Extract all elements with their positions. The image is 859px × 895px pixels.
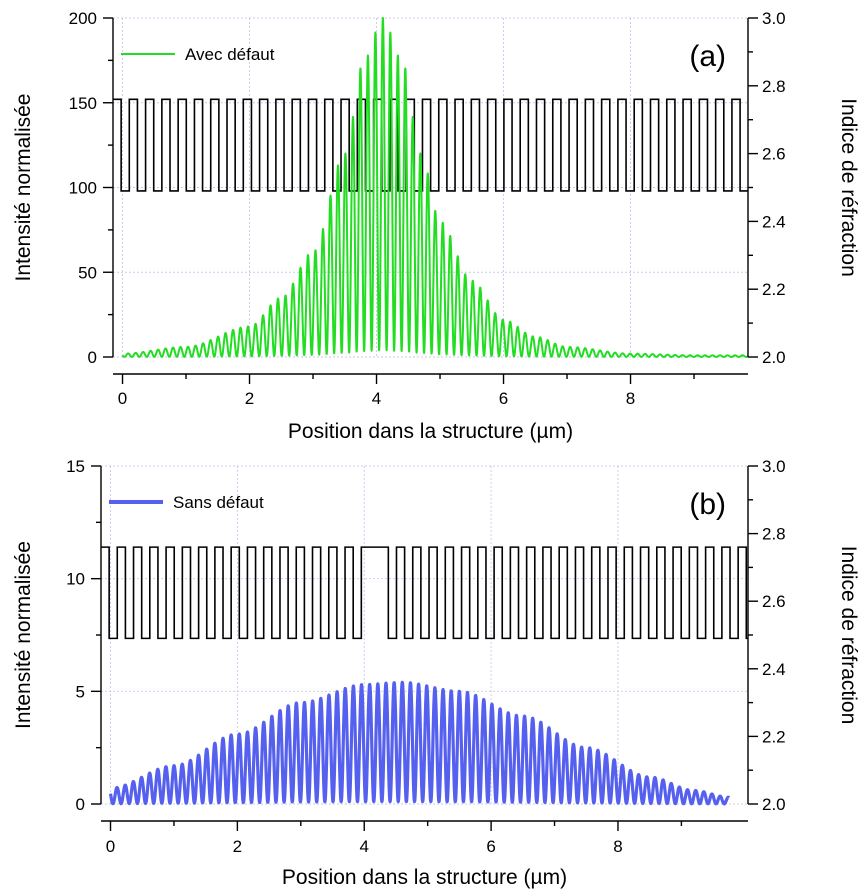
y-tick-label-right: 2.4 bbox=[762, 212, 786, 231]
y-axis-title-right: Indice de réfraction bbox=[837, 98, 859, 277]
y-tick-label-right: 2.6 bbox=[762, 592, 786, 611]
y-tick-label-left: 0 bbox=[88, 348, 97, 367]
x-tick-label: 8 bbox=[626, 389, 635, 408]
y-tick-label-left: 150 bbox=[69, 94, 97, 113]
legend-label: Sans défaut bbox=[173, 493, 264, 512]
series-refractive-index bbox=[101, 546, 748, 640]
x-tick-label: 4 bbox=[360, 837, 369, 856]
y-tick-label-right: 2.2 bbox=[762, 727, 786, 746]
panel-label: (b) bbox=[689, 488, 726, 521]
axes: 0 2 4 6 8 0 5 10 15 2.0 2.2 2.4 2.6 2.8 3.0 bbox=[66, 457, 786, 856]
y-tick-label-right: 2.8 bbox=[762, 77, 786, 96]
x-tick-label: 2 bbox=[233, 837, 242, 856]
series-intensity bbox=[121, 17, 749, 358]
x-tick-label: 8 bbox=[613, 837, 622, 856]
y-tick-label-left: 200 bbox=[69, 9, 97, 28]
y-tick-label-right: 3.0 bbox=[762, 457, 786, 476]
x-tick-label: 0 bbox=[106, 837, 115, 856]
x-axis-title: Position dans la structure (µm) bbox=[282, 866, 567, 889]
y-tick-label-right: 2.4 bbox=[762, 660, 786, 679]
x-tick-label: 6 bbox=[486, 837, 495, 856]
x-axis-title: Position dans la structure (µm) bbox=[288, 420, 573, 443]
y-tick-label-right: 2.0 bbox=[762, 348, 786, 367]
y-tick-label-left: 100 bbox=[69, 179, 97, 198]
y-axis-title-left: Intensité normalisée bbox=[12, 541, 35, 729]
x-tick-label: 0 bbox=[118, 389, 127, 408]
series-refractive-index bbox=[113, 98, 748, 192]
chart-panel-b: 0 2 4 6 8 0 5 10 15 2.0 2.2 2.4 2.6 2.8 3.0 Position da… bbox=[12, 457, 859, 889]
y-axis-title-right: Indice de réfraction bbox=[837, 546, 859, 725]
chart-panel-a: 0 2 4 6 8 0 50 100 150 200 2.0 2.2 2.4 2.6 2.8 3.0 Posit… bbox=[12, 9, 859, 443]
y-tick-label-left: 15 bbox=[66, 457, 85, 476]
x-tick-label: 2 bbox=[245, 389, 254, 408]
y-axis-title-left: Intensité normalisée bbox=[12, 94, 35, 282]
y-tick-label-left: 50 bbox=[78, 263, 97, 282]
y-tick-label-right: 3.0 bbox=[762, 9, 786, 28]
y-tick-label-left: 0 bbox=[76, 795, 85, 814]
x-tick-label: 6 bbox=[499, 389, 508, 408]
legend-label: Avec défaut bbox=[185, 45, 275, 64]
y-tick-label-right: 2.6 bbox=[762, 145, 786, 164]
y-tick-label-right: 2.2 bbox=[762, 280, 786, 299]
axes: 0 2 4 6 8 0 50 100 150 200 2.0 2.2 2.4 2.6 2.8 3.0 bbox=[69, 9, 786, 408]
y-tick-label-left: 5 bbox=[76, 682, 85, 701]
series-intensity bbox=[108, 680, 731, 806]
y-tick-label-left: 10 bbox=[66, 570, 85, 589]
y-tick-label-right: 2.8 bbox=[762, 525, 786, 544]
legend: Sans défaut bbox=[109, 493, 264, 512]
y-tick-label-right: 2.0 bbox=[762, 795, 786, 814]
legend: Avec défaut bbox=[121, 45, 275, 64]
panel-label: (a) bbox=[689, 40, 726, 73]
x-tick-label: 4 bbox=[372, 389, 381, 408]
